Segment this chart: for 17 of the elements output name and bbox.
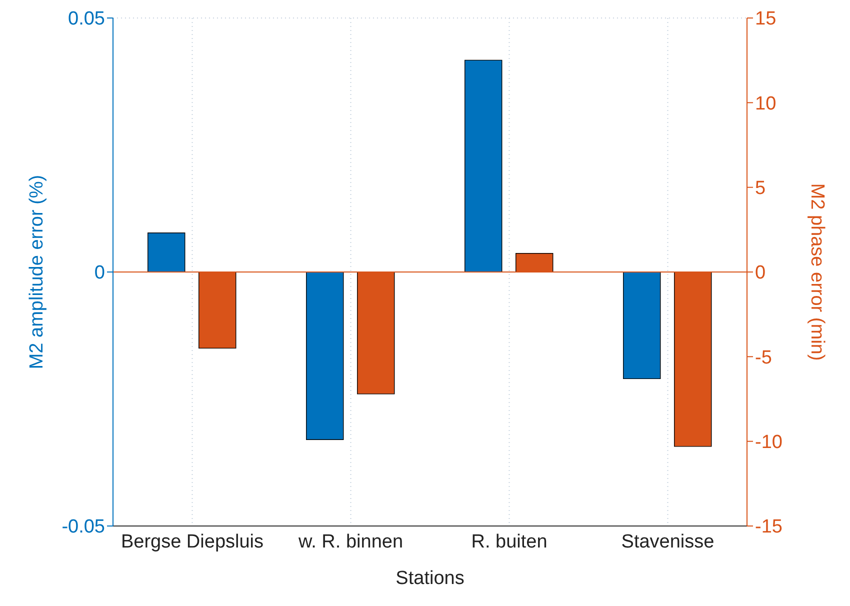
y2-tick-label: 10 [755, 93, 776, 114]
x-tick-label: R. buiten [471, 531, 548, 552]
y2-tick-label: -5 [755, 347, 772, 368]
x-tick-label: w. R. binnen [297, 531, 404, 552]
y-axis-title: M2 amplitude error (%) [26, 174, 48, 370]
x-axis-title: Stations [396, 568, 464, 589]
y2-tick-label: 0 [755, 262, 766, 284]
y2-tick-label: 5 [755, 178, 766, 200]
y2-tick-label: -15 [755, 516, 782, 538]
y-tick-label: 0.05 [68, 8, 105, 30]
y2-tick-label: -10 [755, 432, 782, 454]
y-tick-label: -0.05 [62, 516, 105, 538]
y2-tick-label: 15 [755, 8, 776, 30]
x-tick-label: Stavenisse [621, 531, 714, 552]
y2-axis-title: M2 phase error (min) [806, 183, 828, 361]
y-tick-label: 0 [94, 262, 105, 284]
x-tick-label: Bergse Diepsluis [120, 531, 264, 552]
